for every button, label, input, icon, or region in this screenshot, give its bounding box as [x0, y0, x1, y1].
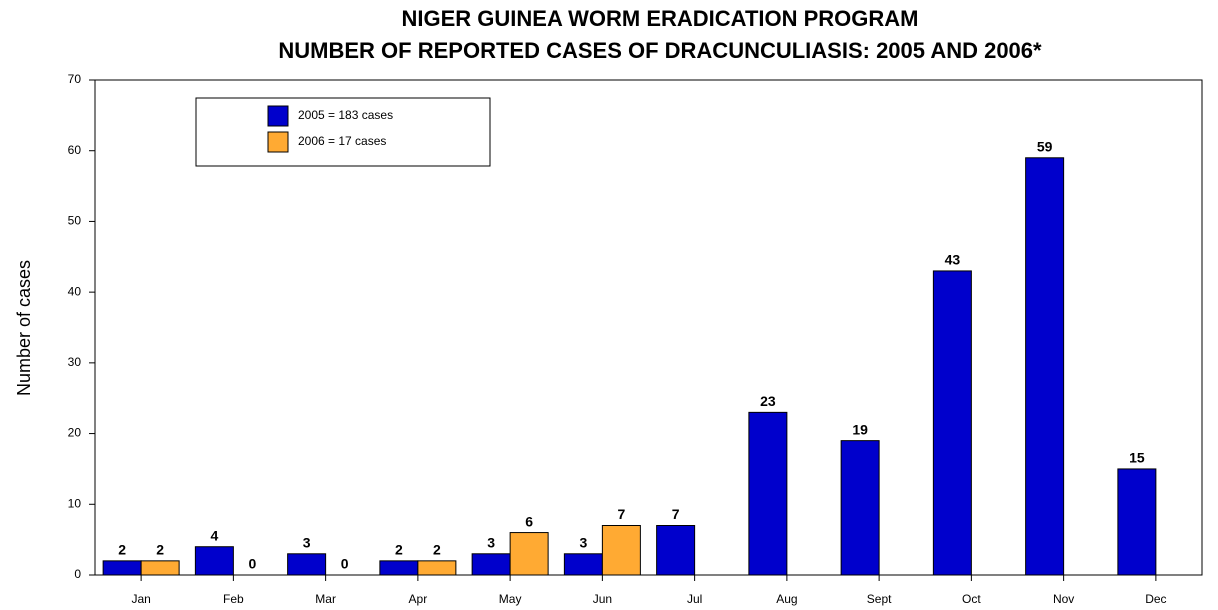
y-tick-label: 40	[68, 284, 82, 298]
legend-label: 2005 = 183 cases	[298, 108, 393, 122]
value-label: 19	[852, 421, 868, 437]
value-label: 15	[1129, 450, 1145, 466]
value-label: 2	[395, 542, 403, 558]
value-label: 3	[579, 534, 587, 550]
y-axis-label: Number of cases	[14, 260, 34, 396]
bar	[840, 440, 880, 576]
value-label: 0	[248, 556, 256, 572]
x-tick-label: Apr	[409, 592, 428, 606]
value-label: 6	[525, 513, 533, 529]
value-label: 2	[118, 542, 126, 558]
bar	[140, 560, 180, 576]
x-tick-label: Jul	[687, 592, 702, 606]
chart-title: NIGER GUINEA WORM ERADICATION PROGRAM	[402, 6, 919, 31]
legend-swatch	[267, 105, 289, 127]
bar	[656, 525, 696, 576]
legend-label: 2006 = 17 cases	[298, 134, 386, 148]
value-label: 2	[156, 542, 164, 558]
bar	[471, 553, 511, 576]
x-tick-label: May	[499, 592, 522, 606]
legend-box	[195, 97, 491, 167]
y-tick-label: 70	[68, 72, 82, 86]
bar	[748, 411, 788, 576]
y-tick-label: 0	[74, 567, 81, 581]
x-tick-label: Mar	[315, 592, 336, 606]
x-tick-label: Aug	[776, 592, 797, 606]
value-label: 23	[760, 393, 776, 409]
y-tick-label: 20	[68, 426, 82, 440]
y-tick-label: 10	[68, 496, 82, 510]
plot-frame	[94, 79, 1203, 576]
value-label: 0	[341, 556, 349, 572]
y-tick-label: 50	[68, 214, 82, 228]
bar	[102, 560, 142, 576]
x-tick-label: Sept	[867, 592, 892, 606]
value-label: 3	[303, 534, 311, 550]
value-label: 59	[1037, 138, 1053, 154]
bar	[194, 546, 234, 576]
legend-swatch	[267, 131, 289, 153]
bar	[287, 553, 327, 576]
bar	[601, 525, 641, 576]
value-label: 2	[433, 542, 441, 558]
bar	[1025, 157, 1065, 576]
bar	[563, 553, 603, 576]
bar	[379, 560, 419, 576]
y-tick-label: 60	[68, 143, 82, 157]
x-tick-label: Nov	[1053, 592, 1074, 606]
value-label: 43	[945, 252, 961, 268]
value-label: 7	[672, 506, 680, 522]
chart-title: NUMBER OF REPORTED CASES OF DRACUNCULIAS…	[278, 38, 1042, 63]
bar	[509, 532, 549, 576]
value-label: 7	[617, 506, 625, 522]
x-tick-label: Oct	[962, 592, 981, 606]
x-tick-label: Dec	[1145, 592, 1166, 606]
bar	[932, 270, 972, 576]
value-label: 4	[210, 527, 218, 543]
x-tick-label: Feb	[223, 592, 244, 606]
bar	[417, 560, 457, 576]
y-tick-label: 30	[68, 355, 82, 369]
bar	[1117, 468, 1157, 576]
x-tick-label: Jan	[131, 592, 150, 606]
x-tick-label: Jun	[593, 592, 612, 606]
value-label: 3	[487, 534, 495, 550]
